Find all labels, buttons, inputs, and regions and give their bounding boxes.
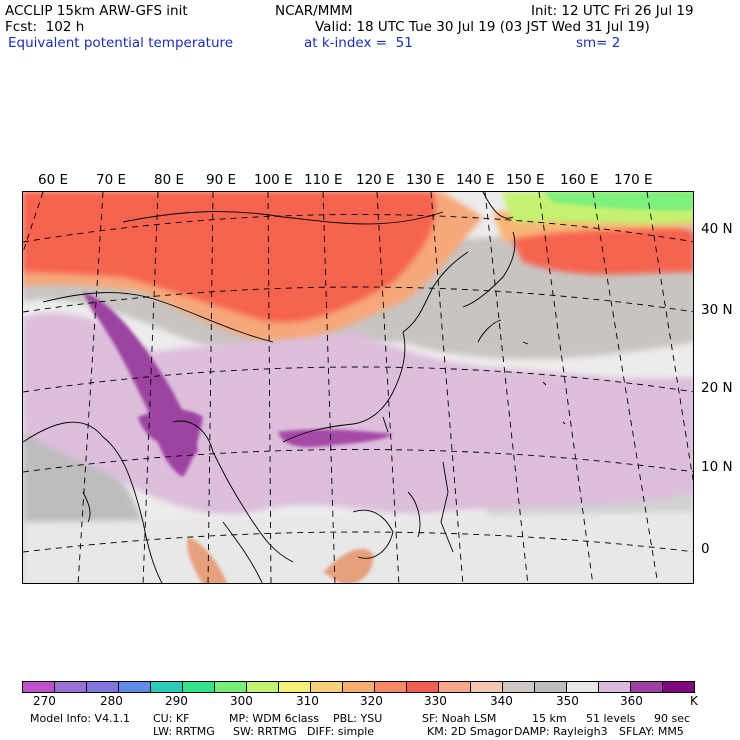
model-info-item: KM: 2D Smagor (427, 725, 513, 738)
model-info-item: SW: RRTMG (233, 725, 297, 738)
monsoon-core-bay (138, 409, 203, 477)
level-label: at k-index = 51 (304, 35, 413, 51)
org-label: NCAR/MMM (275, 3, 353, 19)
coastlines (23, 192, 566, 583)
latitude-label: 20 N (701, 380, 733, 396)
longitude-label: 160 E (560, 172, 599, 188)
colorbar-swatch (567, 682, 599, 692)
model-info-item: LW: RRTMG (153, 725, 215, 738)
init-time: Init: 12 UTC Fri 26 Jul 19 (531, 3, 694, 19)
latitude-label: 30 N (701, 302, 733, 318)
model-info-item: DAMP: Rayleigh3 (514, 725, 608, 738)
colorbar-swatch (311, 682, 343, 692)
model-info-item: DIFF: simple (307, 725, 375, 738)
forecast-hour: Fcst: 102 h (5, 19, 85, 35)
run-title: ACCLIP 15km ARW-GFS init (5, 3, 188, 19)
tropical-lavender (23, 313, 693, 515)
graticule (23, 192, 693, 583)
longitude-label: 70 E (96, 172, 126, 188)
map-field (23, 192, 693, 583)
longitude-label: 80 E (154, 172, 184, 188)
model-info-item: MP: WDM 6class (229, 712, 319, 725)
colorbar-label: 270 (33, 694, 56, 708)
longitude-label: 60 E (38, 172, 68, 188)
colorbar-swatch (247, 682, 279, 692)
colorbar-label: 340 (490, 694, 513, 708)
colorbar-swatch (375, 682, 407, 692)
colorbar-swatch (535, 682, 567, 692)
ne-green (543, 192, 693, 211)
longitude-label: 90 E (206, 172, 236, 188)
colorbar-swatch (439, 682, 471, 692)
colorbar-swatch (631, 682, 663, 692)
model-info-item: SFLAY: MM5 (619, 725, 684, 738)
colorbar-swatch (23, 682, 55, 692)
colorbar-swatch (151, 682, 183, 692)
latitude-label: 10 N (701, 459, 733, 475)
colorbar-label: 350 (556, 694, 579, 708)
colorbar (22, 681, 695, 693)
colorbar-label: 300 (230, 694, 253, 708)
model-info-item: Model Info: V4.1.1 (30, 712, 131, 725)
colorbar-label: 330 (424, 694, 447, 708)
latitude-label: 0 (701, 541, 710, 557)
colorbar-label: 310 (296, 694, 319, 708)
longitude-label: 170 E (614, 172, 653, 188)
colorbar-swatch (119, 682, 151, 692)
colorbar-label: 290 (165, 694, 188, 708)
model-info-item: PBL: YSU (333, 712, 383, 725)
colorbar-swatch (663, 682, 694, 692)
smoothing-label: sm= 2 (576, 35, 621, 51)
colorbar-swatch (471, 682, 503, 692)
colorbar-swatch (55, 682, 87, 692)
colorbar-label: 360 (620, 694, 643, 708)
colorbar-label: 320 (360, 694, 383, 708)
latitude-label: 40 N (701, 221, 733, 237)
model-info-item: CU: KF (153, 712, 190, 725)
longitude-label: 110 E (304, 172, 343, 188)
model-info-item: 51 levels (586, 712, 636, 725)
longitude-label: 140 E (456, 172, 495, 188)
longitude-label: 100 E (254, 172, 293, 188)
colorbar-swatch (599, 682, 631, 692)
map-panel (22, 191, 694, 584)
colorbar-swatch (87, 682, 119, 692)
colorbar-swatch (503, 682, 535, 692)
colorbar-swatch (407, 682, 439, 692)
continental-red (23, 192, 436, 323)
colorbar-label: K (690, 694, 698, 708)
colorbar-swatch (343, 682, 375, 692)
longitude-label: 150 E (506, 172, 545, 188)
model-info-item: 90 sec (654, 712, 691, 725)
colorbar-swatch (279, 682, 311, 692)
longitude-label: 120 E (356, 172, 395, 188)
sumatra-warm (187, 537, 228, 583)
longitude-label: 130 E (406, 172, 445, 188)
model-info-item: 15 km (532, 712, 567, 725)
model-info-item: SF: Noah LSM (422, 712, 497, 725)
colorbar-swatch (215, 682, 247, 692)
monsoon-core-scs (278, 429, 393, 448)
valid-time: Valid: 18 UTC Tue 30 Jul 19 (03 JST Wed … (315, 19, 650, 35)
colorbar-swatch (183, 682, 215, 692)
colorbar-label: 280 (100, 694, 123, 708)
field-name: Equivalent potential temperature (8, 35, 234, 51)
